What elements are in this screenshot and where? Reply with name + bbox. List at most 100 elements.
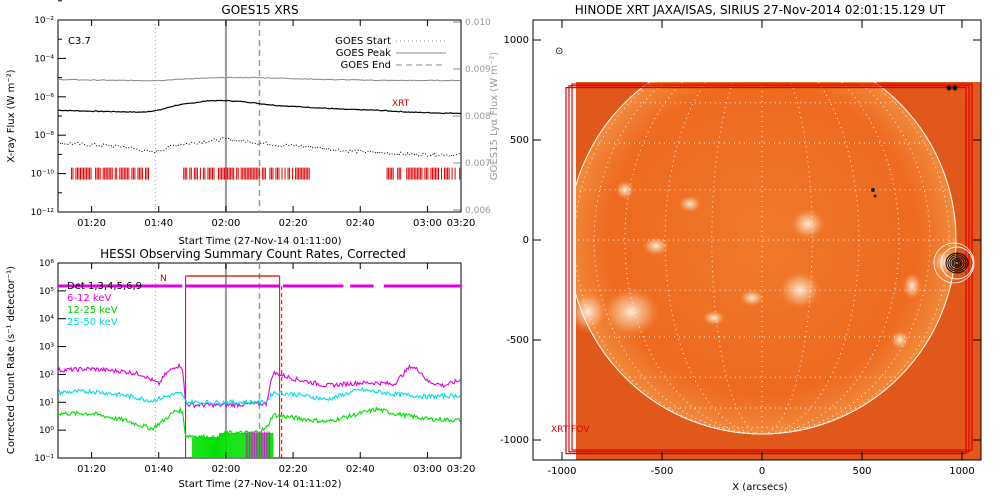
xrt-ytick-label: -500 bbox=[506, 335, 529, 346]
flare-outer-contour bbox=[933, 242, 975, 284]
xrt-xtick-label: -1000 bbox=[547, 466, 576, 477]
goes-xtick-label: 02:00 bbox=[212, 218, 241, 229]
hessi-xtick-label: 01:40 bbox=[144, 464, 173, 475]
goes-xtick-label: 02:20 bbox=[279, 218, 308, 229]
xrt-corner-symbol: ⊙ bbox=[555, 46, 563, 57]
hessi-ytick-label: 10⁻¹ bbox=[34, 454, 54, 464]
goes-xtick-label: 01:40 bbox=[144, 218, 173, 229]
hessi-ytick-label: 10² bbox=[39, 370, 54, 380]
hessi-green-spikes bbox=[191, 431, 274, 458]
hessi-title: HESSI Observing Summary Count Rates, Cor… bbox=[100, 247, 406, 261]
goes-xlabel: Start Time (27-Nov-14 01:11:00) bbox=[178, 236, 341, 247]
flare-contour bbox=[949, 256, 965, 270]
fov-rect bbox=[568, 85, 970, 453]
goes-rtick-label: 0.010 bbox=[465, 18, 491, 28]
goes-ytick-label: 10⁻⁶ bbox=[34, 93, 54, 103]
goes-ytick-label: 10⁻¹⁰ bbox=[31, 170, 55, 180]
legend-goes-end: GOES End bbox=[341, 60, 391, 71]
hessi-series-6-12-keV bbox=[58, 362, 461, 409]
dark-spot bbox=[946, 85, 952, 91]
legend-6-12kev: 6-12 keV bbox=[67, 293, 111, 304]
hessi-marks bbox=[58, 263, 461, 458]
goes-xtick-label: 03:00 bbox=[413, 218, 442, 229]
goes-rtick-label: 0.009 bbox=[465, 65, 491, 75]
xrt-xtick-label: 500 bbox=[852, 466, 871, 477]
hessi-ytick-label: 10⁵ bbox=[39, 287, 54, 297]
goes-rtick-label: 0.008 bbox=[465, 112, 491, 122]
xrt-ytick-label: 0 bbox=[523, 235, 529, 246]
hessi-ytick-label: 10³ bbox=[39, 343, 54, 353]
goes-axes: 10⁻¹² 10⁻¹⁰ 10⁻⁸ 10⁻⁶ 10⁻⁴ 10⁻² 0.006 0.007 0.00… bbox=[31, 0, 491, 229]
solar-limb bbox=[576, 82, 957, 435]
hessi-ylabel: Corrected Count Rate (s⁻¹ detector⁻¹) bbox=[6, 266, 17, 454]
goes-ytick-label: 10⁻⁴ bbox=[34, 54, 54, 64]
goes-class-annotation: C3.7 bbox=[68, 36, 91, 47]
legend-goes-start: GOES Start bbox=[335, 36, 391, 47]
flare-contour bbox=[945, 252, 969, 274]
xrt-ytick-label: -1000 bbox=[500, 435, 529, 446]
goes-series-0 bbox=[58, 99, 461, 115]
flare-contour bbox=[947, 254, 967, 272]
goes-xrt-label: XRT bbox=[392, 99, 410, 109]
fov-rect bbox=[571, 83, 973, 451]
goes-xtick-label: 02:40 bbox=[346, 218, 375, 229]
active-regions bbox=[576, 180, 959, 350]
goes-rtick-label: 0.007 bbox=[465, 159, 491, 169]
flare-contours bbox=[871, 85, 975, 284]
hessi-xtick-label: 02:40 bbox=[346, 464, 375, 475]
flare-contour bbox=[951, 258, 963, 268]
xrt-coverage-block-2 bbox=[386, 167, 461, 180]
hessi-legend: Det 1,3,4,5,6,9 6-12 keV 12-25 keV 25-50… bbox=[67, 281, 142, 328]
hessi-xtick-label: 03:00 bbox=[413, 464, 442, 475]
xrt-xlabel: X (arcsecs) bbox=[732, 482, 788, 493]
hessi-xtick-label: 03:20 bbox=[447, 464, 476, 475]
legend-12-25kev: 12-25 keV bbox=[67, 305, 118, 316]
goes-xtick-label: 03:20 bbox=[447, 218, 476, 229]
legend-25-50kev: 25-50 keV bbox=[67, 317, 118, 328]
hessi-xtick-label: 01:20 bbox=[77, 464, 106, 475]
xrt-title: HINODE XRT JAXA/ISAS, SIRIUS 27-Nov-2014… bbox=[575, 3, 946, 17]
hessi-ytick-label: 10⁴ bbox=[39, 315, 54, 325]
legend-goes-peak: GOES Peak bbox=[336, 48, 391, 59]
xrt-ytick-label: 1000 bbox=[504, 35, 529, 46]
goes-marks bbox=[58, 20, 461, 212]
hessi-ytick-label: 10⁰ bbox=[39, 426, 54, 436]
hessi-flag-label: N bbox=[160, 274, 167, 284]
goes-xtick-label: 01:20 bbox=[77, 218, 106, 229]
hessi-series-25-50-keV bbox=[58, 386, 461, 406]
hessi-panel: HESSI Observing Summary Count Rates, Cor… bbox=[6, 247, 475, 490]
heliographic-grid bbox=[576, 82, 956, 435]
goes-legend: GOES Start GOES Peak GOES End bbox=[335, 36, 446, 71]
flare-contour bbox=[954, 260, 960, 266]
xrt-xtick-label: 1000 bbox=[949, 466, 974, 477]
xrt-coverage-block-0 bbox=[70, 167, 150, 180]
fov-rect bbox=[565, 86, 967, 455]
hessi-ytick-label: 10⁶ bbox=[39, 259, 54, 269]
dark-spot bbox=[873, 194, 877, 198]
xrt-xtick-label: -500 bbox=[651, 466, 674, 477]
hessi-xtick-label: 02:00 bbox=[212, 464, 241, 475]
xrt-coverage-block-1 bbox=[183, 167, 310, 180]
goes-panel: GOES15 XRS 10⁻¹² 10⁻¹⁰ 10⁻⁸ 10⁻⁶ 10⁻⁴ 10⁻² 0.0… bbox=[6, 0, 500, 247]
solar-disk bbox=[576, 82, 956, 434]
goes-ytick-label: 10⁻¹² bbox=[31, 208, 55, 218]
goes-ylabel: X-ray Flux (W m⁻²) bbox=[6, 69, 17, 162]
goes-ylabel-right: GOES15 Lyα Flux (W m⁻²) bbox=[489, 52, 500, 180]
hessi-xtick-label: 02:20 bbox=[279, 464, 308, 475]
xrt-panel: HINODE XRT JAXA/ISAS, SIRIUS 27-Nov-2014… bbox=[500, 3, 982, 493]
xrt-xtick-label: 0 bbox=[759, 466, 765, 477]
goes-series-2 bbox=[58, 76, 461, 82]
goes-title: GOES15 XRS bbox=[221, 3, 298, 17]
dark-spot bbox=[871, 188, 875, 192]
xrt-image bbox=[565, 82, 981, 460]
hessi-xlabel: Start Time (27-Nov-14 01:11:02) bbox=[178, 479, 341, 490]
xrt-axes: -1000 -500 0 500 1000 -1000 -500 0 500 1000 bbox=[500, 20, 981, 477]
goes-ytick-label: 10⁻⁸ bbox=[34, 131, 54, 141]
xrt-fov-outline bbox=[565, 83, 973, 455]
goes-ytick-label: 10⁻² bbox=[34, 16, 54, 26]
xrt-fov-label: XRT FOV bbox=[551, 425, 590, 435]
hessi-ytick-label: 10¹ bbox=[39, 398, 54, 408]
dark-spot bbox=[952, 85, 958, 91]
flare-contour bbox=[953, 259, 961, 267]
